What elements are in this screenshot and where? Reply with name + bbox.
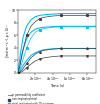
Y-axis label: J (mol·m⁻²·s⁻¹), φ × 10⁻⁶: J (mol·m⁻²·s⁻¹), φ × 10⁻⁶: [6, 25, 10, 58]
Legend: φ  permeability coefficient, non-implanted steel, steel implanted with 1% nitrog: φ permeability coefficient, non-implante…: [8, 93, 56, 104]
X-axis label: Time (s): Time (s): [50, 84, 64, 88]
